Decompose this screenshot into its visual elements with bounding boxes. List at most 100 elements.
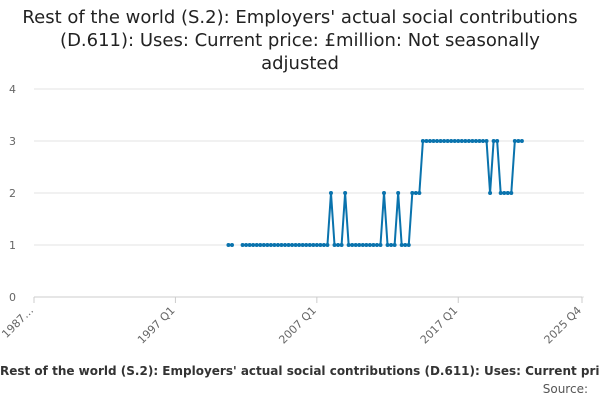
data-point[interactable]	[431, 139, 436, 143]
data-point[interactable]	[247, 243, 252, 247]
x-tick-label: 1997 Q1	[135, 304, 178, 347]
data-point[interactable]	[251, 243, 256, 247]
data-point[interactable]	[435, 139, 440, 143]
data-point[interactable]	[343, 191, 348, 195]
data-point[interactable]	[336, 243, 341, 247]
data-point[interactable]	[509, 191, 514, 195]
data-point[interactable]	[258, 243, 263, 247]
data-point[interactable]	[410, 191, 415, 195]
y-tick-label: 2	[9, 187, 16, 200]
data-point[interactable]	[265, 243, 270, 247]
data-point[interactable]	[261, 243, 266, 247]
y-tick-label: 3	[9, 135, 16, 148]
data-point[interactable]	[445, 139, 450, 143]
data-point[interactable]	[293, 243, 298, 247]
data-point[interactable]	[502, 191, 507, 195]
data-point[interactable]	[357, 243, 362, 247]
data-point[interactable]	[424, 139, 429, 143]
data-point[interactable]	[484, 139, 489, 143]
data-point[interactable]	[385, 243, 390, 247]
data-point[interactable]	[325, 243, 330, 247]
data-point[interactable]	[452, 139, 457, 143]
chart-title: Rest of the world (S.2): Employers' actu…	[22, 7, 578, 74]
data-point[interactable]	[481, 139, 486, 143]
data-point[interactable]	[470, 139, 475, 143]
data-point[interactable]	[456, 139, 461, 143]
data-point[interactable]	[403, 243, 408, 247]
data-point[interactable]	[307, 243, 312, 247]
legend: Rest of the world (S.2): Employers' actu…	[0, 364, 600, 382]
data-point[interactable]	[477, 139, 482, 143]
data-point[interactable]	[466, 139, 471, 143]
data-point[interactable]	[332, 243, 337, 247]
data-point[interactable]	[519, 139, 524, 143]
data-point[interactable]	[378, 243, 383, 247]
data-point[interactable]	[268, 243, 273, 247]
data-point[interactable]	[283, 243, 288, 247]
data-point[interactable]	[389, 243, 394, 247]
data-point[interactable]	[512, 139, 517, 143]
data-point[interactable]	[413, 191, 418, 195]
legend-label: Rest of the world (S.2): Employers' actu…	[0, 364, 600, 378]
data-point[interactable]	[364, 243, 369, 247]
data-point[interactable]	[300, 243, 305, 247]
data-point[interactable]	[427, 139, 432, 143]
data-point[interactable]	[417, 191, 422, 195]
data-point[interactable]	[346, 243, 351, 247]
data-point[interactable]	[290, 243, 295, 247]
data-point[interactable]	[321, 243, 326, 247]
data-point[interactable]	[286, 243, 291, 247]
data-point[interactable]	[399, 243, 404, 247]
data-point[interactable]	[488, 191, 493, 195]
data-point[interactable]	[311, 243, 316, 247]
data-point[interactable]	[438, 139, 443, 143]
data-point[interactable]	[392, 243, 397, 247]
data-point[interactable]	[420, 139, 425, 143]
data-point[interactable]	[406, 243, 411, 247]
data-point[interactable]	[304, 243, 309, 247]
data-point[interactable]	[244, 243, 249, 247]
data-point[interactable]	[339, 243, 344, 247]
data-point[interactable]	[297, 243, 302, 247]
data-point[interactable]	[491, 139, 496, 143]
source-label: Source:	[542, 382, 588, 396]
y-axis: 0 1 2 3 4	[9, 83, 16, 304]
data-point[interactable]	[459, 139, 464, 143]
data-point[interactable]	[254, 243, 259, 247]
data-point[interactable]	[374, 243, 379, 247]
data-point[interactable]	[396, 191, 401, 195]
data-point[interactable]	[371, 243, 376, 247]
data-point[interactable]	[360, 243, 365, 247]
x-tick-label: 1987…	[0, 304, 36, 341]
x-tick-label: 2017 Q1	[418, 304, 461, 347]
data-point[interactable]	[495, 139, 500, 143]
data-point[interactable]	[275, 243, 280, 247]
data-point[interactable]	[449, 139, 454, 143]
data-point[interactable]	[463, 139, 468, 143]
data-point[interactable]	[498, 191, 503, 195]
x-tick-label: 2025 Q4	[542, 304, 585, 347]
data-point[interactable]	[226, 243, 231, 247]
data-point[interactable]	[505, 191, 510, 195]
y-tick-label: 4	[9, 83, 16, 96]
x-axis: 1987… 1997 Q1 2007 Q1 2017 Q1 2025 Q4	[0, 296, 585, 347]
data-point[interactable]	[318, 243, 323, 247]
y-tick-label: 0	[9, 291, 16, 304]
data-point[interactable]	[279, 243, 284, 247]
data-point[interactable]	[442, 139, 447, 143]
data-point[interactable]	[473, 139, 478, 143]
data-point[interactable]	[272, 243, 277, 247]
data-point[interactable]	[350, 243, 355, 247]
data-series	[226, 139, 524, 247]
x-tick-label: 2007 Q1	[276, 304, 319, 347]
data-point[interactable]	[516, 139, 521, 143]
data-point[interactable]	[353, 243, 358, 247]
data-point[interactable]	[382, 191, 387, 195]
data-point[interactable]	[367, 243, 372, 247]
data-point[interactable]	[229, 243, 234, 247]
data-point[interactable]	[328, 191, 333, 195]
data-point[interactable]	[314, 243, 319, 247]
y-tick-label: 1	[9, 239, 16, 252]
data-point[interactable]	[240, 243, 245, 247]
